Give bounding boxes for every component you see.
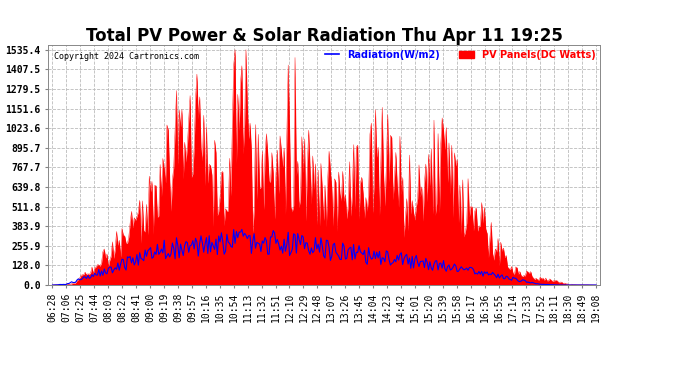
Title: Total PV Power & Solar Radiation Thu Apr 11 19:25: Total PV Power & Solar Radiation Thu Apr…	[86, 27, 563, 45]
Text: Copyright 2024 Cartronics.com: Copyright 2024 Cartronics.com	[54, 52, 199, 61]
Legend: Radiation(W/m2), PV Panels(DC Watts): Radiation(W/m2), PV Panels(DC Watts)	[321, 46, 600, 64]
